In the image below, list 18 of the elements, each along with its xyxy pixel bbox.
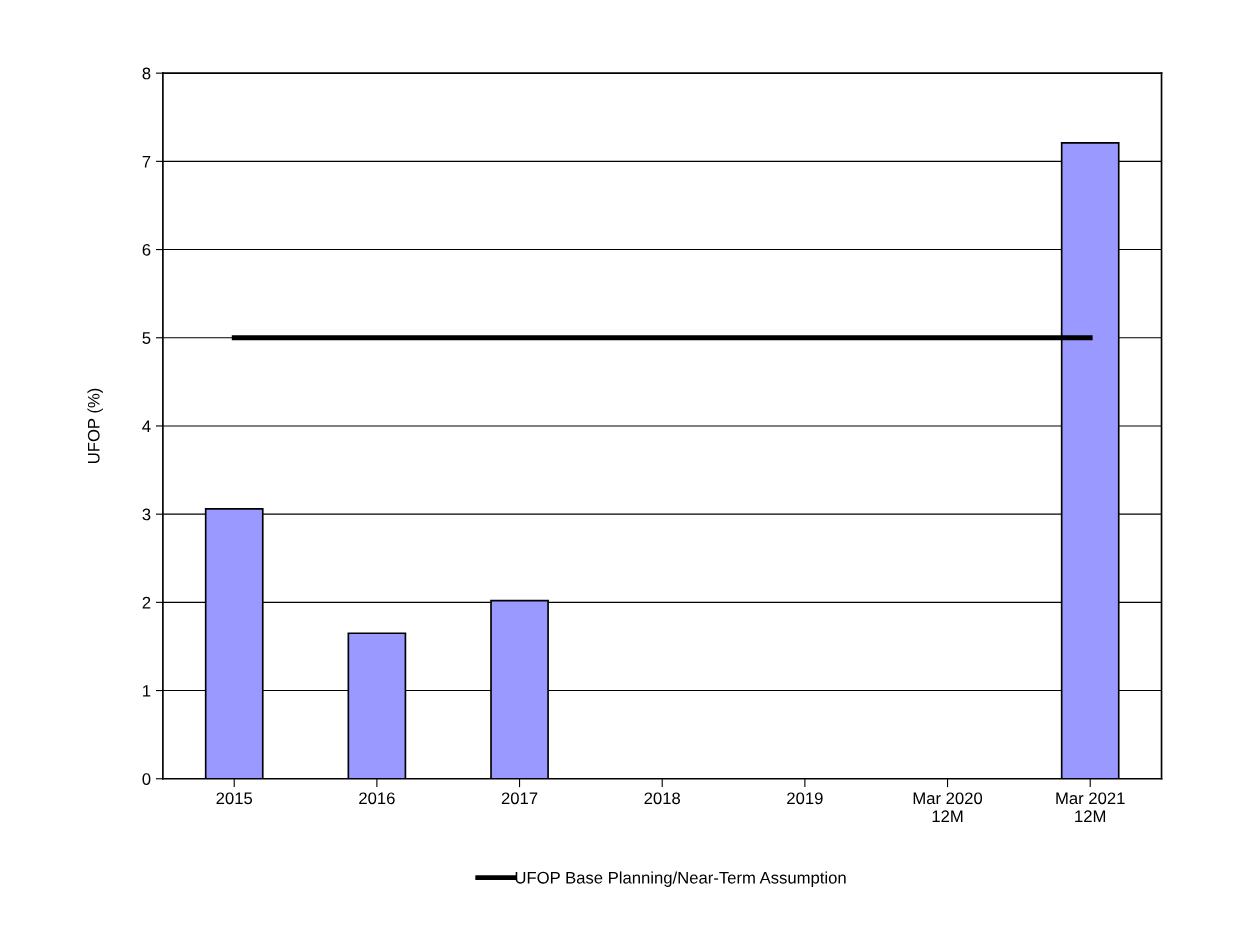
y-tick-label: 2	[142, 596, 151, 609]
x-tick-label: 2018	[644, 792, 681, 805]
y-tick-label: 3	[142, 508, 151, 521]
y-tick-label: 0	[142, 773, 151, 785]
y-tick-label: 6	[142, 243, 151, 256]
y-tick-label: 4	[142, 420, 151, 432]
y-tick-label: 7	[142, 155, 151, 168]
legend-label: UFOP Base Planning/Near-Term Assumption	[515, 871, 846, 887]
x-tick-label: Mar 2020 12M	[913, 792, 983, 822]
y-tick-label: 8	[142, 67, 151, 80]
x-tick-label: 2016	[359, 792, 395, 805]
x-tick-label: 2017	[501, 792, 538, 805]
x-tick-label: 2015	[216, 792, 253, 805]
y-tick-label: 1	[143, 685, 151, 697]
x-tick-label: 2019	[787, 792, 823, 805]
x-tick-label: Mar 2021 12M	[1056, 792, 1125, 822]
y-axis-title: UFOP (%)	[87, 388, 103, 463]
y-tick-label: 5	[142, 332, 151, 344]
